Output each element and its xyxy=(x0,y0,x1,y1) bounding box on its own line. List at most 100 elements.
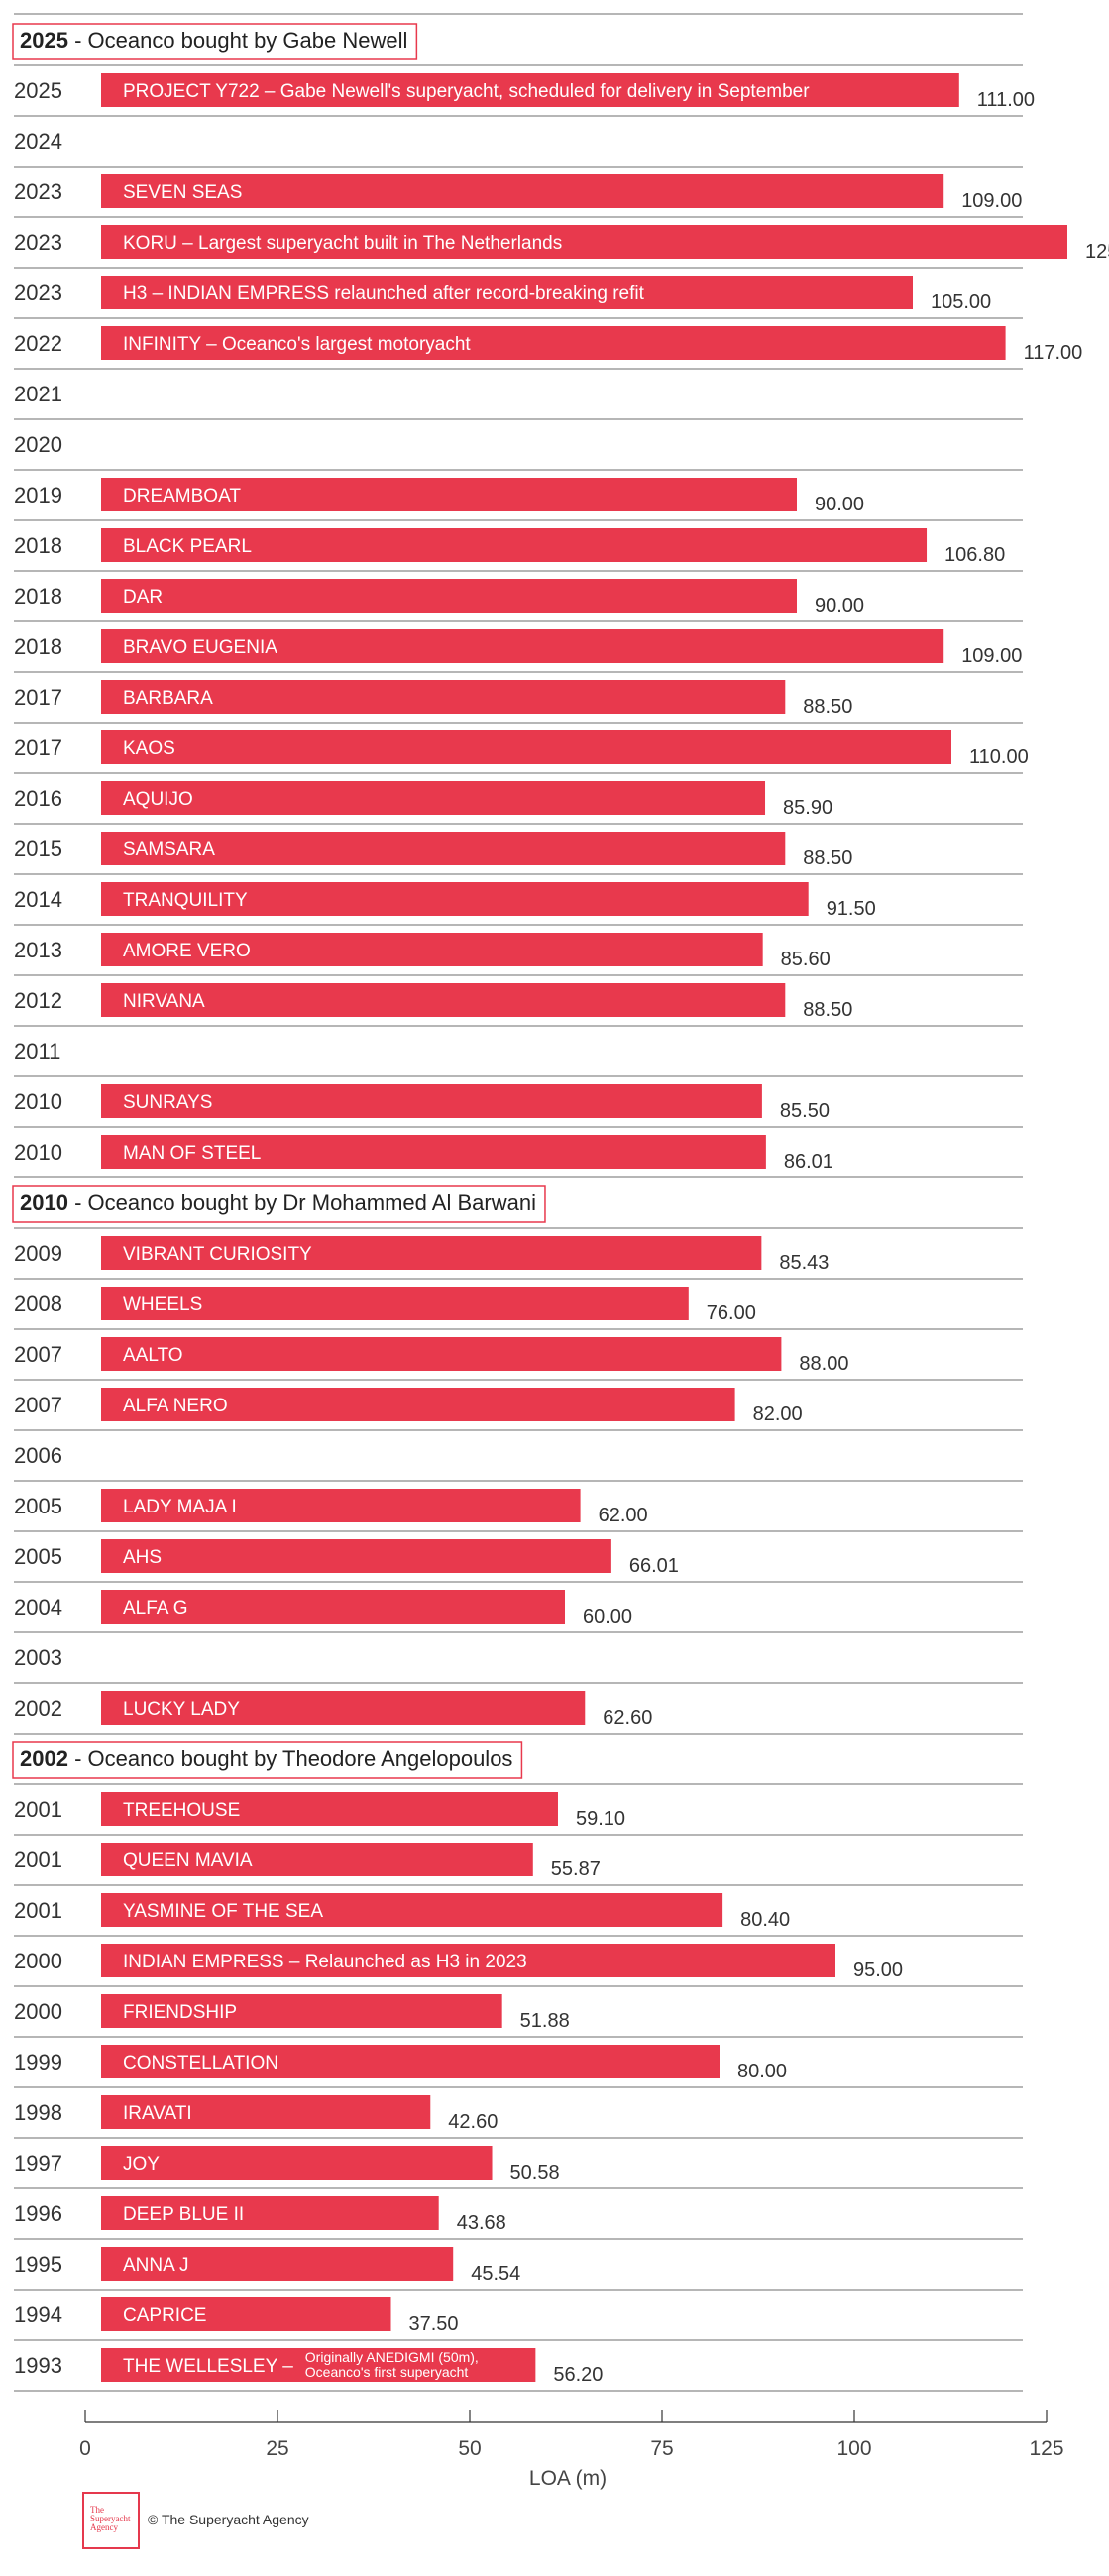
year-label: 2021 xyxy=(14,382,62,406)
bar-label: BLACK PEARL xyxy=(123,536,252,557)
value-label: 66.01 xyxy=(629,1555,679,1577)
value-label: 125.00 xyxy=(1085,241,1109,263)
bar xyxy=(101,1539,611,1573)
owner-change-box xyxy=(12,1741,523,1779)
bar-label: TRANQUILITY xyxy=(123,890,248,911)
bar-label: SUNRAYS xyxy=(123,1092,212,1113)
value-label: 80.00 xyxy=(737,2061,787,2082)
year-label: 2008 xyxy=(14,1291,62,1316)
value-label: 90.00 xyxy=(815,595,864,616)
bar-label: KORU – Largest superyacht built in The N… xyxy=(123,233,562,254)
bar-label: BRAVO EUGENIA xyxy=(123,637,277,658)
footer: The Superyacht Agency © The Superyacht A… xyxy=(82,2492,578,2551)
bar-label: QUEEN MAVIA xyxy=(123,1850,253,1871)
bar xyxy=(101,1287,689,1320)
bar xyxy=(101,680,786,714)
value-label: 117.00 xyxy=(1024,342,1083,364)
bar-label: LUCKY LADY xyxy=(123,1699,240,1720)
value-label: 51.88 xyxy=(520,2010,570,2032)
year-label: 1996 xyxy=(14,2201,62,2226)
value-label: 110.00 xyxy=(969,746,1029,768)
value-label: 62.00 xyxy=(599,1505,648,1526)
bar xyxy=(101,174,944,208)
bar-label: H3 – INDIAN EMPRESS relaunched after rec… xyxy=(123,283,645,304)
bar-label: IRAVATI xyxy=(123,2103,192,2124)
value-label: 109.00 xyxy=(961,645,1022,667)
value-label: 85.43 xyxy=(779,1252,829,1274)
bar-label: AMORE VERO xyxy=(123,941,251,961)
x-tick-label: 0 xyxy=(79,2437,91,2460)
x-tick-label: 125 xyxy=(1029,2437,1063,2460)
year-label: 2019 xyxy=(14,483,62,507)
bar-label: SAMSARA xyxy=(123,840,215,860)
bar-label: AALTO xyxy=(123,1345,183,1366)
year-label: 2000 xyxy=(14,1999,62,2024)
year-label: 2005 xyxy=(14,1494,62,1518)
bar-note-line: Originally ANEDIGMI (50m), xyxy=(305,2349,479,2365)
year-label: 2012 xyxy=(14,988,62,1013)
bar xyxy=(101,1944,835,1977)
year-label: 2017 xyxy=(14,685,62,710)
bar-label: ALFA G xyxy=(123,1598,187,1619)
value-label: 88.00 xyxy=(799,1353,848,1375)
value-label: 111.00 xyxy=(977,89,1035,111)
year-label: 2018 xyxy=(14,634,62,659)
x-tick-label: 100 xyxy=(836,2437,871,2460)
bar xyxy=(101,2095,431,2129)
bar-label: JOY xyxy=(123,2154,160,2175)
year-label: 1995 xyxy=(14,2252,62,2277)
bar xyxy=(101,1590,565,1624)
owner-change-label: 2025 - Oceanco bought by Gabe Newell xyxy=(20,28,407,53)
agency-logo: The Superyacht Agency xyxy=(82,2492,140,2549)
bar-label: DREAMBOAT xyxy=(123,486,241,506)
value-label: 88.50 xyxy=(803,999,852,1021)
bar xyxy=(101,1388,735,1421)
value-label: 85.90 xyxy=(783,797,832,819)
value-label: 88.50 xyxy=(803,696,852,718)
bar xyxy=(101,1337,782,1371)
value-label: 56.20 xyxy=(553,2364,603,2386)
year-label: 2010 xyxy=(14,1089,62,1114)
bar xyxy=(101,1135,766,1169)
bar xyxy=(101,1489,581,1522)
bar-label: AHS xyxy=(123,1547,162,1568)
bar xyxy=(101,2348,536,2382)
value-label: 43.68 xyxy=(457,2212,506,2234)
bar-label: DEEP BLUE II xyxy=(123,2204,244,2225)
value-label: 59.10 xyxy=(576,1808,625,1830)
copyright-text: © The Superyacht Agency xyxy=(148,2512,309,2527)
bar xyxy=(101,882,809,916)
bar-label: INDIAN EMPRESS – Relaunched as H3 in 202… xyxy=(123,1952,527,1972)
year-label: 2009 xyxy=(14,1241,62,1266)
bar xyxy=(101,225,1067,259)
value-label: 85.60 xyxy=(781,949,831,970)
year-label: 2010 xyxy=(14,1140,62,1165)
bar-label: TREEHOUSE xyxy=(123,1800,240,1821)
value-label: 50.58 xyxy=(510,2162,560,2184)
bar xyxy=(101,2146,493,2180)
bar xyxy=(101,1236,762,1270)
year-label: 2007 xyxy=(14,1342,62,1367)
owner-change-year: 2002 xyxy=(20,1746,68,1771)
bar-label: FRIENDSHIP xyxy=(123,2002,237,2023)
year-label: 2025 xyxy=(14,78,62,103)
bar xyxy=(101,73,959,107)
bar-label: AQUIJO xyxy=(123,789,193,810)
owner-change-text: - Oceanco bought by Theodore Angelopoulo… xyxy=(68,1746,512,1771)
bar-label: CONSTELLATION xyxy=(123,2053,278,2073)
owner-change-year: 2025 xyxy=(20,28,68,53)
bar xyxy=(101,933,763,966)
value-label: 82.00 xyxy=(753,1403,803,1425)
year-label: 2022 xyxy=(14,331,62,356)
bar xyxy=(101,832,786,865)
value-label: 45.54 xyxy=(471,2263,520,2285)
bar-label: INFINITY – Oceanco's largest motoryacht xyxy=(123,334,471,355)
bar xyxy=(101,1893,723,1927)
year-label: 2011 xyxy=(14,1039,60,1064)
year-label: 2018 xyxy=(14,533,62,558)
year-label: 2018 xyxy=(14,584,62,609)
x-tick-label: 75 xyxy=(650,2437,673,2460)
year-label: 1993 xyxy=(14,2353,62,2378)
value-label: 91.50 xyxy=(827,898,876,920)
owner-change-text: - Oceanco bought by Dr Mohammed Al Barwa… xyxy=(68,1190,536,1215)
